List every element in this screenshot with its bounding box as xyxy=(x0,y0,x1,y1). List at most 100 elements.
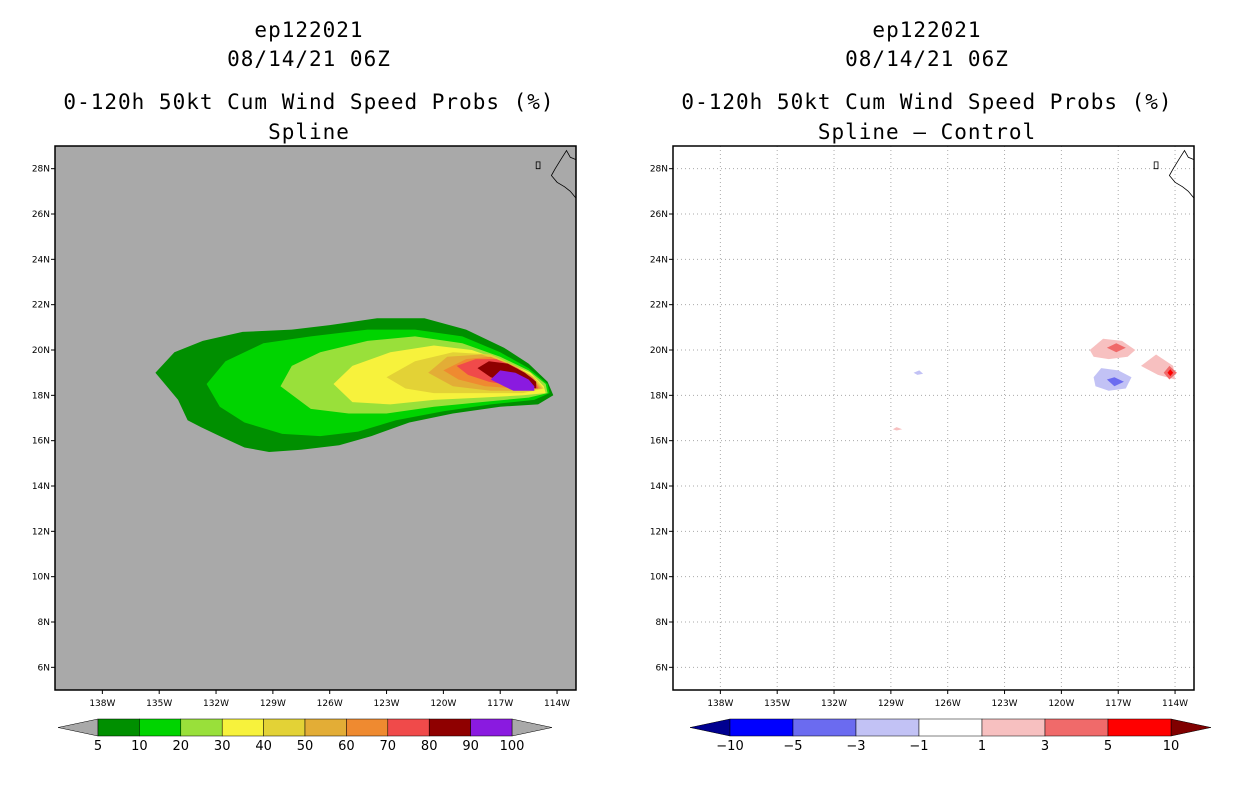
chart-title: 0-120h 50kt Cum Wind Speed Probs (%) xyxy=(681,90,1173,114)
x-tick-label: 117W xyxy=(487,699,513,709)
colorbar-high-arrow xyxy=(511,718,553,737)
y-tick-label: 28N xyxy=(32,165,50,175)
y-tick-label: 24N xyxy=(32,255,50,265)
x-tick-label: 120W xyxy=(1048,699,1074,709)
colorbar-swatch xyxy=(97,718,140,737)
island-outline xyxy=(1153,161,1159,170)
island-outline xyxy=(535,161,541,170)
colorbar-label: 3 xyxy=(1041,739,1049,754)
y-tick-label: 26N xyxy=(32,210,50,220)
colorbar-label: 1 xyxy=(978,739,986,754)
contour-level-5 xyxy=(1167,369,1174,377)
x-tick-label: 132W xyxy=(203,699,229,709)
right-panel: ep122021 08/14/21 06Z 0-120h 50kt Cum Wi… xyxy=(618,0,1236,800)
y-tick-label: 26N xyxy=(650,210,668,220)
coastline xyxy=(550,149,577,199)
x-tick-label: 129W xyxy=(260,699,286,709)
x-tick-label: 120W xyxy=(430,699,456,709)
y-tick-label: 16N xyxy=(32,437,50,447)
x-tick-label: 129W xyxy=(878,699,904,709)
colorbar-label: 5 xyxy=(94,739,102,754)
colorbar-label: 5 xyxy=(1104,739,1112,754)
plot-frame xyxy=(54,145,577,691)
colorbar-label: 10 xyxy=(131,739,148,754)
y-tick-label: 22N xyxy=(650,301,668,311)
colorbar-swatch xyxy=(470,718,513,737)
x-tick-label: 117W xyxy=(1105,699,1131,709)
colorbar-label: −1 xyxy=(909,739,928,754)
colorbar-label: 70 xyxy=(380,739,397,754)
x-tick-label: 126W xyxy=(935,699,961,709)
x-tick-label: 123W xyxy=(992,699,1018,709)
x-tick-label: 132W xyxy=(821,699,847,709)
colorbar-label: −5 xyxy=(783,739,802,754)
y-tick-label: 24N xyxy=(650,255,668,265)
colorbar-label: −10 xyxy=(716,739,743,754)
colorbar-label: 20 xyxy=(173,739,190,754)
y-tick-label: 22N xyxy=(32,301,50,311)
chart-subtitle: Spline xyxy=(268,120,350,144)
colorbar-swatch xyxy=(981,718,1046,737)
colorbar-low-arrow xyxy=(689,718,731,737)
contour-level--3 xyxy=(1106,377,1124,387)
colorbar-swatch xyxy=(855,718,920,737)
colorbar-label: −3 xyxy=(846,739,865,754)
colorbar-label: 30 xyxy=(214,739,231,754)
chart-subtitle: Spline — Control xyxy=(817,120,1037,144)
y-tick-label: 20N xyxy=(650,346,668,356)
colorbar-swatch xyxy=(180,718,223,737)
y-tick-label: 8N xyxy=(38,618,50,628)
datetime: 08/14/21 06Z xyxy=(845,47,1009,71)
x-tick-label: 114W xyxy=(544,699,570,709)
x-tick-label: 114W xyxy=(1162,699,1188,709)
probability-map: 138W 135W 132W 129W 126W 123W 120W 117W 114W 6N 8N… xyxy=(32,145,577,754)
colorbar-label: 60 xyxy=(338,739,355,754)
colorbar-low-arrow xyxy=(57,718,99,737)
storm-id: ep122021 xyxy=(254,18,364,42)
colorbar-swatch xyxy=(346,718,389,737)
y-tick-label: 12N xyxy=(650,527,668,537)
colorbar-swatch xyxy=(1044,718,1109,737)
x-tick-label: 138W xyxy=(707,699,733,709)
colorbar-label: 80 xyxy=(421,739,438,754)
difference-map: 138W 135W 132W 129W 126W 123W 120W 117W 114W 6N 8N… xyxy=(650,145,1212,754)
x-tick-label: 135W xyxy=(764,699,790,709)
colorbar-label: 10 xyxy=(1163,739,1180,754)
colorbar-label: 40 xyxy=(255,739,272,754)
coastline xyxy=(1168,149,1195,199)
colorbar-label: 50 xyxy=(297,739,314,754)
contour-level-1 xyxy=(892,427,903,431)
colorbar-high-arrow xyxy=(1170,718,1212,737)
y-tick-label: 18N xyxy=(32,391,50,401)
colorbar-swatch xyxy=(387,718,430,737)
y-tick-label: 20N xyxy=(32,346,50,356)
x-tick-label: 126W xyxy=(317,699,343,709)
x-tick-label: 123W xyxy=(374,699,400,709)
contour-level--1 xyxy=(913,370,924,375)
colorbar-swatch xyxy=(221,718,264,737)
y-tick-label: 12N xyxy=(32,527,50,537)
colorbar-swatch xyxy=(918,718,983,737)
y-tick-label: 10N xyxy=(650,573,668,583)
y-tick-label: 6N xyxy=(656,663,668,673)
colorbar-swatch xyxy=(792,718,857,737)
contour-level-90 xyxy=(490,370,535,391)
y-tick-label: 16N xyxy=(650,437,668,447)
colorbar-swatch xyxy=(428,718,471,737)
y-tick-label: 6N xyxy=(38,663,50,673)
colorbar-swatch xyxy=(1107,718,1172,737)
storm-id: ep122021 xyxy=(872,18,982,42)
colorbar-swatch xyxy=(729,718,794,737)
colorbar-swatch xyxy=(263,718,306,737)
y-tick-label: 14N xyxy=(32,482,50,492)
y-tick-label: 8N xyxy=(656,618,668,628)
colorbar-swatch xyxy=(304,718,347,737)
datetime: 08/14/21 06Z xyxy=(227,47,391,71)
colorbar-label: 100 xyxy=(500,739,525,754)
chart-title: 0-120h 50kt Cum Wind Speed Probs (%) xyxy=(63,90,555,114)
y-tick-label: 28N xyxy=(650,165,668,175)
y-tick-label: 18N xyxy=(650,391,668,401)
y-tick-label: 10N xyxy=(32,573,50,583)
colorbar-label: 90 xyxy=(462,739,479,754)
contour-level-3 xyxy=(1106,343,1126,353)
